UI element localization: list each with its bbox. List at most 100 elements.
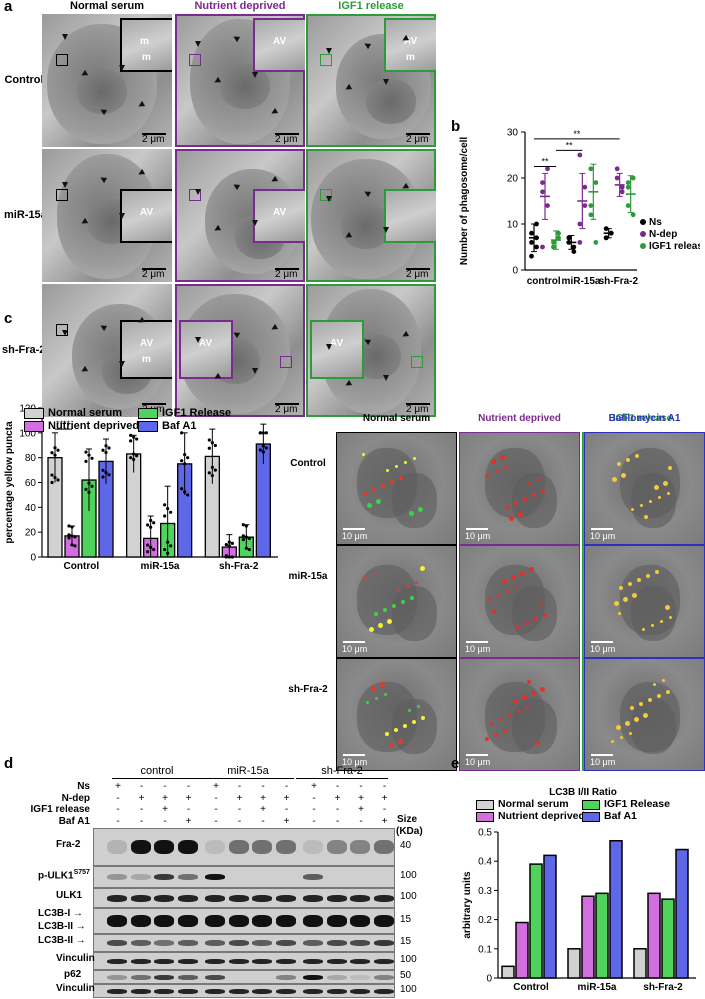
blot-size: 100 [400, 870, 417, 881]
data-point [180, 459, 184, 463]
arrowhead-marker [252, 72, 258, 78]
fluorescent-puncta [417, 705, 420, 708]
fluorescent-puncta [506, 590, 509, 593]
data-point [107, 473, 111, 477]
data-point [169, 544, 173, 548]
data-point [90, 484, 94, 488]
condition-sign: - [186, 804, 191, 815]
protein-band [373, 915, 394, 927]
data-point [149, 545, 153, 549]
data-point [207, 471, 211, 475]
bar [661, 898, 675, 979]
significance-label: ** [541, 157, 549, 167]
significance-label: **** [56, 419, 71, 429]
data-point [545, 203, 550, 208]
fluorescent-puncta [629, 732, 632, 735]
blot-label: LC3B-I → [38, 908, 83, 919]
em-image-r2-c1: AV 2 μm [175, 284, 305, 417]
scale-bar-text: 2 μm [142, 134, 165, 145]
blot-label-2: LC3B-II → [38, 921, 86, 932]
fluorescent-puncta [500, 455, 505, 460]
protein-band [275, 840, 296, 854]
blot-label: Vinculin [56, 953, 95, 964]
data-point [210, 473, 214, 478]
data-point [104, 444, 108, 448]
condition-label: IGF1 release [30, 804, 90, 815]
group-header-2: sh-Fra-2 [321, 765, 363, 777]
scale-bar [591, 641, 613, 643]
protein-band [154, 940, 174, 946]
fluor-image-r2-c3: 10 μm [584, 658, 705, 771]
protein-band [154, 894, 174, 902]
condition-label: Baf A1 [58, 815, 90, 827]
y-tick-label: 0.2 [478, 915, 492, 926]
x-category-label: miR-15a [578, 982, 617, 993]
y-tick-label: 0 [486, 974, 492, 985]
protein-band [303, 974, 323, 980]
protein-band [107, 988, 127, 994]
scale-bar-text: 2 μm [142, 269, 165, 280]
cell-shape [512, 586, 557, 641]
data-point [163, 514, 167, 518]
data-point [67, 524, 71, 528]
blot-strip-4 [93, 934, 395, 952]
condition-sign: + [381, 792, 388, 804]
condition-sign: - [139, 781, 144, 792]
protein-band [228, 894, 249, 902]
protein-band [252, 940, 272, 946]
scale-bar [466, 641, 488, 643]
protein-band [275, 974, 296, 980]
data-point [132, 457, 136, 462]
protein-band [107, 974, 127, 980]
fluorescent-puncta [540, 687, 545, 692]
scale-bar-text: 10 μm [342, 531, 368, 541]
protein-band [177, 958, 198, 964]
protein-band [275, 894, 296, 902]
data-point [551, 240, 556, 245]
fluorescent-puncta [518, 512, 523, 517]
legend-label: Ns [649, 217, 662, 228]
fluorescent-puncta [657, 694, 661, 698]
fluorescent-puncta [646, 574, 650, 578]
fluorescent-puncta [631, 508, 634, 511]
data-point [129, 433, 133, 437]
legend-swatch [582, 812, 600, 822]
nucleus [341, 204, 391, 249]
condition-sign: - [237, 804, 242, 815]
em-image-r2-c2: AV 2 μm [306, 284, 436, 417]
protein-band [107, 915, 127, 927]
data-point [166, 506, 170, 511]
fluorescent-puncta [380, 682, 385, 687]
group-header-1: miR-15a [227, 765, 269, 777]
data-point [50, 451, 54, 455]
y-tick-label: 0.5 [478, 828, 492, 839]
scale-bar [343, 754, 365, 756]
data-point [146, 523, 150, 527]
scale-bar [142, 403, 166, 405]
fluorescent-puncta [528, 482, 531, 485]
fluorescent-puncta [390, 480, 394, 484]
condition-sign: - [139, 804, 144, 815]
data-point [213, 468, 217, 472]
fluorescent-puncta [367, 503, 372, 508]
y-tick-label: 100 [19, 428, 36, 439]
fluorescent-puncta [378, 623, 383, 628]
data-point [244, 535, 248, 539]
data-point [588, 166, 594, 172]
bar [581, 895, 595, 979]
fluorescent-puncta [644, 515, 648, 519]
protein-band [177, 874, 198, 880]
data-point [264, 431, 268, 435]
condition-sign: + [283, 815, 290, 827]
condition-sign: + [162, 792, 168, 804]
fluorescent-puncta [409, 511, 414, 516]
arrowhead-marker [326, 196, 332, 202]
column-header-0: Normal serum [70, 0, 144, 12]
data-point [135, 437, 139, 441]
fluorescent-puncta [525, 621, 529, 625]
protein-band [228, 988, 249, 994]
data-point [180, 487, 184, 491]
protein-band [205, 915, 225, 927]
data-point [186, 493, 190, 497]
data-point [625, 203, 631, 208]
